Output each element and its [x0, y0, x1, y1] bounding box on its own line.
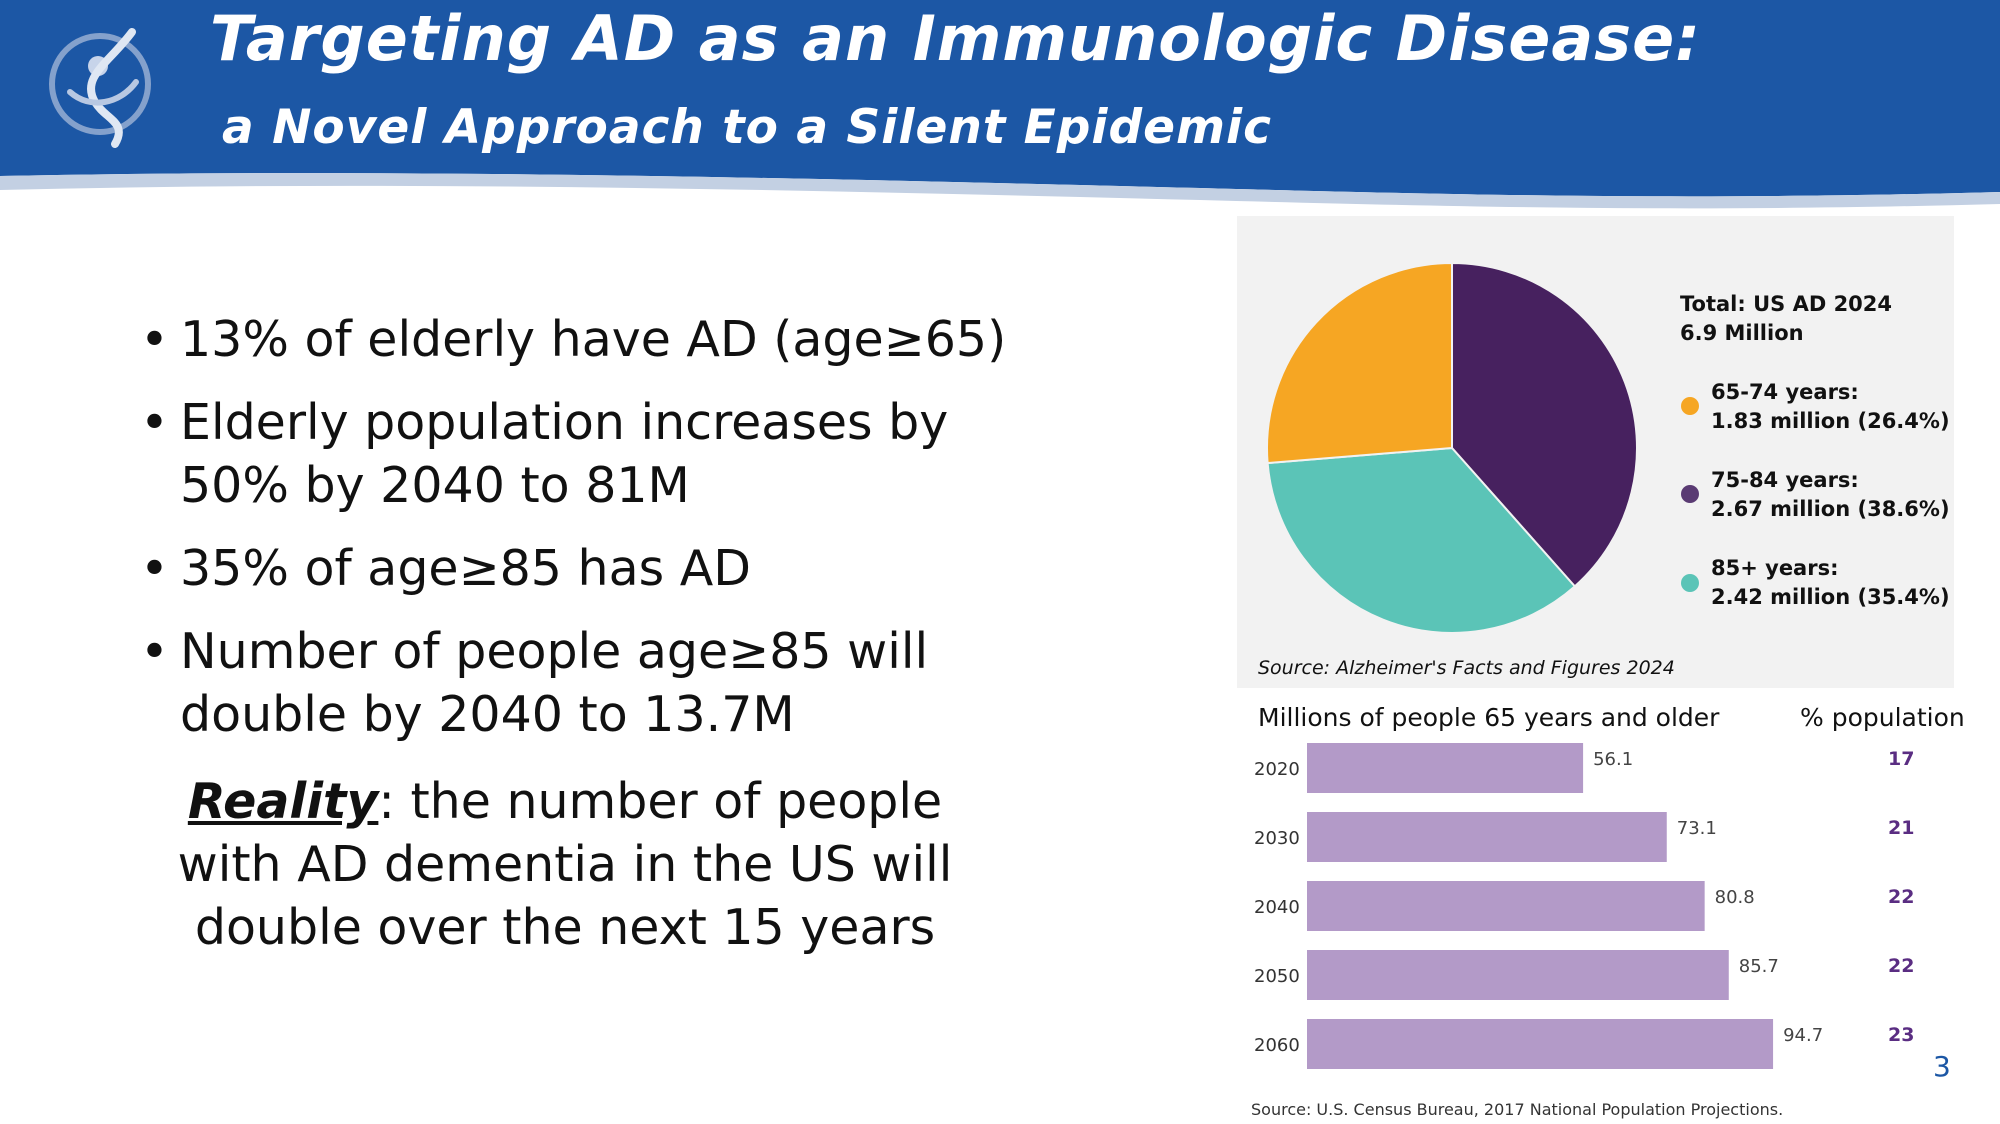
legend-label: 75-84 years: [1711, 468, 1859, 492]
pie-slice-75-84-years [1451, 261, 1638, 588]
slide-title: Targeting AD as an Immunologic Disease: [210, 2, 1701, 75]
bar-2030 [1307, 812, 1667, 862]
year-tick-label: 2020 [1254, 759, 1300, 780]
header-banner: Targeting AD as an Immunologic Disease: … [0, 0, 2000, 215]
bar-value-label: 94.7 [1783, 1025, 1823, 1046]
bullet-item: Number of people age≥85 will double by 2… [140, 620, 1040, 746]
legend-detail: 1.83 million (26.4%) [1711, 409, 1950, 433]
slide-subtitle: a Novel Approach to a Silent Epidemic [222, 100, 1272, 155]
bar-2040 [1307, 881, 1705, 931]
legend-dot-65-74 [1681, 397, 1699, 415]
header-background [0, 0, 2000, 209]
bar-2050 [1307, 950, 1729, 1000]
bar-value-label: 56.1 [1593, 749, 1633, 770]
bar-2060 [1307, 1019, 1774, 1069]
reality-label: Reality [187, 773, 379, 830]
year-tick-label: 2050 [1254, 966, 1300, 987]
pie-total: Total: US AD 2024 6.9 Million [1680, 290, 1892, 348]
reality-statement: Reality: the number of people with AD de… [140, 770, 990, 959]
bar-value-label: 73.1 [1677, 818, 1717, 839]
year-tick-label: 2040 [1254, 897, 1300, 918]
percent-population-value: 17 [1888, 748, 1914, 770]
pie-total-line2: 6.9 Million [1680, 321, 1804, 345]
legend-label: 85+ years: [1711, 556, 1839, 580]
percent-population-header: % population [1800, 703, 1965, 732]
bar-value-label: 80.8 [1715, 887, 1755, 908]
bullet-item: Elderly population increases by 50% by 2… [140, 391, 1040, 517]
year-tick-label: 2030 [1254, 828, 1300, 849]
slide-number: 3 [1933, 1050, 1951, 1083]
legend-label: 65-74 years: [1711, 380, 1859, 404]
legend-item-85-plus: 85+ years: 2.42 million (35.4%) [1711, 554, 1950, 612]
percent-population-value: 23 [1888, 1024, 1914, 1046]
legend-dot-75-84 [1681, 485, 1699, 503]
percent-population-value: 22 [1888, 886, 1914, 908]
bar-chart-title: Millions of people 65 years and older [1258, 703, 1720, 732]
percent-population-value: 22 [1888, 955, 1914, 977]
pie-chart [1266, 261, 1638, 634]
reality-text: : the number of people with AD dementia … [177, 773, 953, 956]
bar-source: Source: U.S. Census Bureau, 2017 Nationa… [1251, 1100, 1784, 1119]
pie-slice-85+-years [1266, 446, 1577, 634]
legend-dot-85-plus [1681, 574, 1699, 592]
year-tick-label: 2060 [1254, 1035, 1300, 1056]
bullet-list: 13% of elderly have AD (age≥65) Elderly … [140, 308, 1040, 766]
legend-detail: 2.42 million (35.4%) [1711, 585, 1950, 609]
bar-2020 [1307, 743, 1584, 793]
percent-population-value: 21 [1888, 817, 1914, 839]
bar-chart: 2020 56.1 17 2030 73.1 21 2040 80.8 22 2050 85.7 22… [1254, 743, 1914, 1069]
legend-item-75-84: 75-84 years: 2.67 million (38.6%) [1711, 466, 1950, 524]
figure-logo-icon [40, 22, 160, 152]
bullet-item: 35% of age≥85 has AD [140, 537, 1040, 600]
legend-item-65-74: 65-74 years: 1.83 million (26.4%) [1711, 378, 1950, 436]
bullet-item: 13% of elderly have AD (age≥65) [140, 308, 1040, 371]
pie-source: Source: Alzheimer's Facts and Figures 20… [1258, 657, 1675, 679]
pie-total-line1: Total: US AD 2024 [1680, 292, 1893, 316]
pie-slice-65-74-years [1266, 261, 1453, 465]
bar-value-label: 85.7 [1739, 956, 1779, 977]
legend-detail: 2.67 million (38.6%) [1711, 497, 1950, 521]
